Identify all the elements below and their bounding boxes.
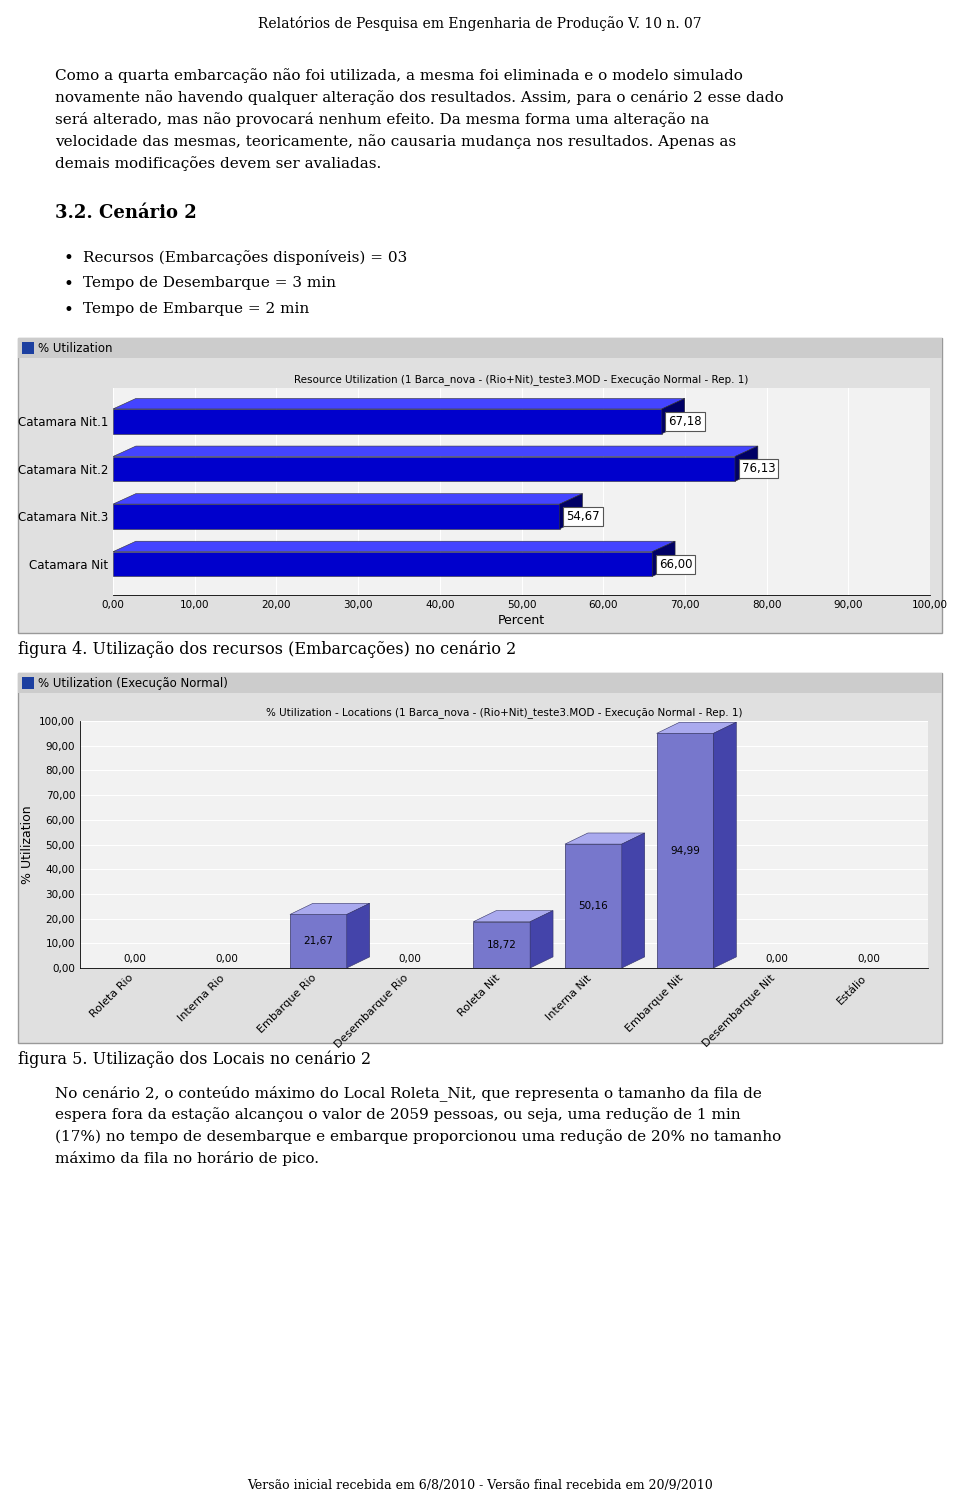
Text: •: • [63, 276, 73, 293]
Text: 54,67: 54,67 [566, 511, 600, 523]
Text: Relatórios de Pesquisa em Engenharia de Produção V. 10 n. 07: Relatórios de Pesquisa em Engenharia de … [258, 17, 702, 32]
Text: % Utilization: % Utilization [38, 341, 112, 354]
Bar [473, 922, 530, 967]
Text: No cenário 2, o conteúdo máximo do Local Roleta_Nit, que representa o tamanho da: No cenário 2, o conteúdo máximo do Local… [55, 1084, 762, 1101]
Text: 0,00: 0,00 [215, 954, 238, 964]
Text: % Utilization (Execução Normal): % Utilization (Execução Normal) [38, 676, 228, 689]
Polygon shape [713, 722, 736, 967]
Bar [18, 673, 942, 1042]
Text: Tempo de Embarque = 2 min: Tempo de Embarque = 2 min [83, 302, 309, 315]
Bar [113, 457, 735, 481]
Text: 0,00: 0,00 [765, 954, 788, 964]
Polygon shape [113, 541, 675, 551]
Title: % Utilization - Locations (1 Barca_nova - (Rio+Nit)_teste3.MOD - Execução Normal: % Utilization - Locations (1 Barca_nova … [266, 707, 742, 718]
Text: •: • [63, 249, 73, 267]
Text: figura 5. Utilização dos Locais no cenário 2: figura 5. Utilização dos Locais no cenár… [18, 1051, 372, 1068]
Text: 94,99: 94,99 [670, 846, 700, 856]
Bar [18, 338, 942, 357]
Bar [113, 409, 661, 434]
Text: (17%) no tempo de desembarque e embarque proporcionou uma redução de 20% no tama: (17%) no tempo de desembarque e embarque… [55, 1130, 781, 1145]
Polygon shape [565, 834, 645, 844]
Bar [113, 551, 652, 577]
Text: 0,00: 0,00 [857, 954, 880, 964]
Polygon shape [652, 541, 675, 577]
Bar [290, 915, 347, 967]
Text: 67,18: 67,18 [668, 415, 702, 428]
Bar [22, 677, 34, 689]
Bar [18, 673, 942, 692]
Polygon shape [113, 494, 583, 505]
Bar [18, 338, 942, 632]
Text: 50,16: 50,16 [579, 901, 609, 912]
Text: máximo da fila no horário de pico.: máximo da fila no horário de pico. [55, 1151, 319, 1166]
Text: •: • [63, 302, 73, 318]
Bar [565, 844, 622, 967]
Polygon shape [290, 903, 370, 915]
Polygon shape [113, 446, 757, 457]
Text: Como a quarta embarcação não foi utilizada, a mesma foi eliminada e o modelo sim: Como a quarta embarcação não foi utiliza… [55, 68, 743, 83]
Text: demais modificações devem ser avaliadas.: demais modificações devem ser avaliadas. [55, 156, 381, 171]
Polygon shape [473, 910, 553, 922]
Title: Resource Utilization (1 Barca_nova - (Rio+Nit)_teste3.MOD - Execução Normal - Re: Resource Utilization (1 Barca_nova - (Ri… [295, 374, 749, 386]
Text: espera fora da estação alcançou o valor de 2059 pessoas, ou seja, uma redução de: espera fora da estação alcançou o valor … [55, 1107, 740, 1122]
Text: novamente não havendo qualquer alteração dos resultados. Assim, para o cenário 2: novamente não havendo qualquer alteração… [55, 90, 783, 105]
Polygon shape [735, 446, 757, 481]
Polygon shape [113, 398, 684, 409]
Text: velocidade das mesmas, teoricamente, não causaria mudança nos resultados. Apenas: velocidade das mesmas, teoricamente, não… [55, 134, 736, 149]
Text: 18,72: 18,72 [487, 940, 516, 949]
Y-axis label: % Utilization: % Utilization [20, 805, 34, 883]
Text: será alterado, mas não provocará nenhum efeito. Da mesma forma uma alteração na: será alterado, mas não provocará nenhum … [55, 113, 709, 128]
Polygon shape [560, 494, 583, 529]
Polygon shape [530, 910, 553, 967]
Polygon shape [347, 903, 370, 967]
Text: 0,00: 0,00 [398, 954, 421, 964]
Text: figura 4. Utilização dos recursos (Embarcações) no cenário 2: figura 4. Utilização dos recursos (Embar… [18, 641, 516, 658]
Text: 3.2. Cenário 2: 3.2. Cenário 2 [55, 204, 197, 222]
Polygon shape [661, 398, 684, 434]
Bar [657, 733, 713, 967]
Text: 0,00: 0,00 [124, 954, 147, 964]
Text: Recursos (Embarcações disponíveis) = 03: Recursos (Embarcações disponíveis) = 03 [83, 249, 407, 264]
Text: Versão inicial recebida em 6/8/2010 - Versão final recebida em 20/9/2010: Versão inicial recebida em 6/8/2010 - Ve… [247, 1479, 713, 1491]
Polygon shape [622, 834, 645, 967]
Bar [113, 505, 560, 529]
Text: 21,67: 21,67 [303, 936, 333, 946]
X-axis label: Percent: Percent [498, 614, 545, 626]
Text: Tempo de Desembarque = 3 min: Tempo de Desembarque = 3 min [83, 276, 336, 290]
Text: 76,13: 76,13 [741, 463, 775, 476]
Polygon shape [657, 722, 736, 733]
Bar [22, 342, 34, 354]
Text: 66,00: 66,00 [659, 557, 692, 571]
